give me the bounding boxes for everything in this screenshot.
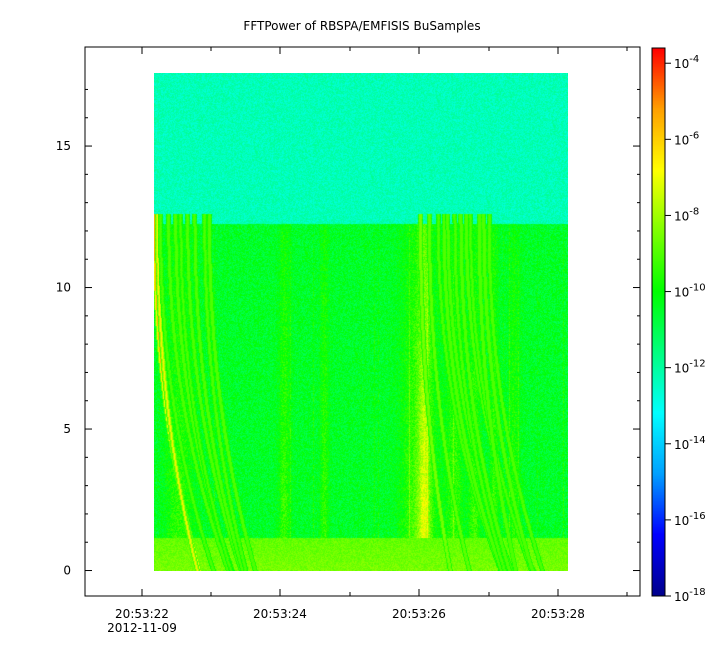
colorbar-tick-exponent: -10 (689, 283, 705, 294)
colorbar-tick-base: 10 (674, 286, 689, 300)
chart-title: FFTPower of RBSPA/EMFISIS BuSamples (243, 19, 480, 33)
colorbar-tick-exponent: -14 (689, 435, 705, 446)
colorbar-tick-base: 10 (674, 438, 689, 452)
colorbar-tick-label: 10-10 (674, 283, 706, 300)
colorbar-tick-exponent: -16 (689, 511, 705, 522)
colorbar-tick-exponent: -6 (689, 130, 699, 141)
x-tick-label: 20:53:28 (531, 607, 585, 621)
colorbar-tick-label: 10-6 (674, 130, 699, 147)
spectrogram-heatmap (154, 73, 568, 571)
colorbar-tick-base: 10 (674, 514, 689, 528)
y-tick-label: 10 (56, 281, 71, 295)
colorbar-tick-label: 10-14 (674, 435, 706, 452)
colorbar-tick-base: 10 (674, 590, 689, 604)
y-tick-label: 15 (56, 139, 71, 153)
colorbar-tick-label: 10-4 (674, 54, 699, 71)
colorbar-tick-label: 10-16 (674, 511, 706, 528)
colorbar-tick-label: 10-12 (674, 359, 706, 376)
y-axis: 0 5 10 15 (56, 88, 640, 578)
colorbar-tick-exponent: -12 (689, 359, 705, 370)
colorbar (652, 48, 665, 596)
colorbar-tick-label: 10-8 (674, 206, 699, 223)
colorbar-tick-base: 10 (674, 57, 689, 71)
x-tick-label: 20:53:24 (253, 607, 307, 621)
colorbar-tick-base: 10 (674, 362, 689, 376)
x-tick-date-label: 2012-11-09 (107, 621, 177, 635)
colorbar-tick-exponent: -18 (689, 587, 705, 598)
colorbar-tick-exponent: -8 (689, 206, 699, 217)
x-tick-label: 20:53:26 (392, 607, 446, 621)
colorbar-tick-base: 10 (674, 209, 689, 223)
x-tick-label: 20:53:22 (115, 607, 169, 621)
colorbar-frame (651, 47, 666, 597)
y-tick-label: 5 (63, 422, 71, 436)
colorbar-tick-exponent: -4 (689, 54, 699, 65)
colorbar-tick-label: 10-18 (674, 587, 706, 604)
colorbar-tick-base: 10 (674, 133, 689, 147)
y-tick-label: 0 (63, 564, 71, 578)
